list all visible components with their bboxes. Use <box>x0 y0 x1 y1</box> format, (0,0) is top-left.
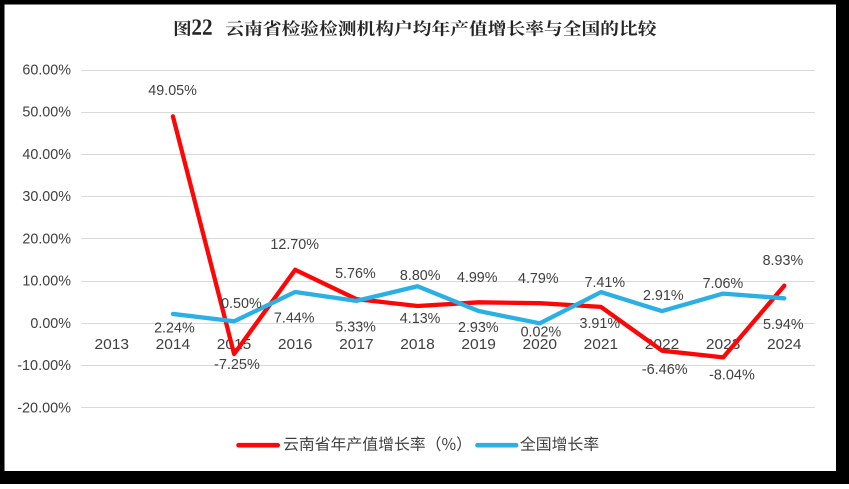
svg-text:2018: 2018 <box>400 336 435 353</box>
svg-text:30.00%: 30.00% <box>22 188 71 205</box>
svg-text:5.33%: 5.33% <box>335 319 376 336</box>
svg-text:4.79%: 4.79% <box>518 270 559 287</box>
svg-text:8.80%: 8.80% <box>400 267 441 284</box>
svg-text:-10.00%: -10.00% <box>17 357 71 374</box>
svg-text:0.00%: 0.00% <box>30 315 71 332</box>
svg-text:7.06%: 7.06% <box>703 275 744 292</box>
svg-text:2013: 2013 <box>95 336 130 353</box>
svg-text:-8.04%: -8.04% <box>709 367 755 384</box>
svg-text:3.91%: 3.91% <box>580 315 621 332</box>
svg-text:60.00%: 60.00% <box>22 61 71 78</box>
svg-text:5.94%: 5.94% <box>763 316 804 333</box>
svg-text:2017: 2017 <box>339 336 374 353</box>
svg-text:10.00%: 10.00% <box>22 273 71 290</box>
svg-text:2.24%: 2.24% <box>154 320 195 337</box>
svg-text:7.44%: 7.44% <box>274 310 315 327</box>
svg-text:8.93%: 8.93% <box>763 252 804 269</box>
svg-text:2.91%: 2.91% <box>643 287 684 304</box>
svg-text:-7.25%: -7.25% <box>214 356 260 373</box>
svg-text:49.05%: 49.05% <box>148 82 197 99</box>
svg-text:50.00%: 50.00% <box>22 104 71 121</box>
svg-text:12.70%: 12.70% <box>270 236 319 253</box>
svg-text:2024: 2024 <box>767 336 802 353</box>
svg-text:4.13%: 4.13% <box>400 310 441 327</box>
svg-text:20.00%: 20.00% <box>22 230 71 247</box>
svg-text:5.76%: 5.76% <box>335 265 376 282</box>
svg-text:-6.46%: -6.46% <box>642 361 688 378</box>
svg-text:4.99%: 4.99% <box>457 269 498 286</box>
svg-text:-20.00%: -20.00% <box>17 399 71 416</box>
svg-text:7.41%: 7.41% <box>585 274 626 291</box>
svg-text:0.02%: 0.02% <box>521 323 562 340</box>
svg-text:2021: 2021 <box>584 336 619 353</box>
svg-text:2022: 2022 <box>645 336 680 353</box>
svg-text:2.93%: 2.93% <box>458 319 499 336</box>
svg-text:2020: 2020 <box>523 336 558 353</box>
svg-text:2019: 2019 <box>461 336 496 353</box>
svg-text:40.00%: 40.00% <box>22 146 71 163</box>
svg-text:2016: 2016 <box>278 336 313 353</box>
svg-text:0.50%: 0.50% <box>221 295 262 312</box>
svg-text:2014: 2014 <box>156 336 191 353</box>
